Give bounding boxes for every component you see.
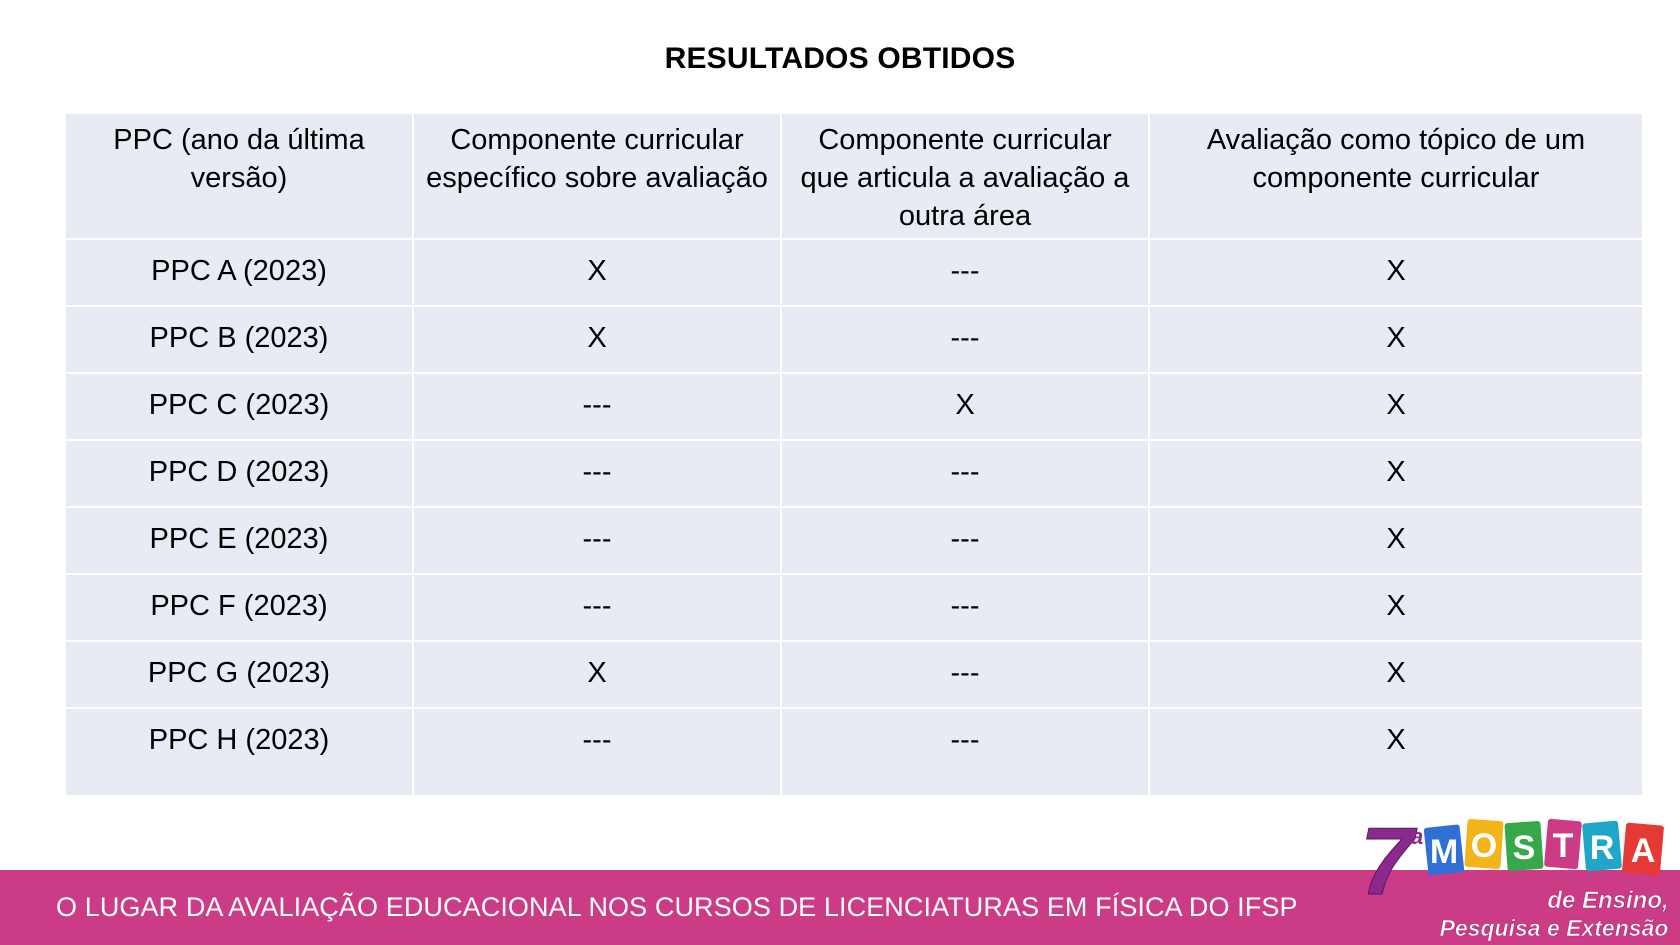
articulated-cell: X: [780, 372, 1150, 441]
specific-cell: X: [412, 238, 782, 307]
topic-cell: X: [1148, 640, 1644, 709]
logo-box-t: [1544, 818, 1582, 870]
ppc-cell: PPC B (2023): [64, 305, 414, 374]
logo-line2: Pesquisa e Extensão: [1440, 915, 1669, 941]
logo-letters: M O S T R A: [1430, 827, 1655, 871]
logo-box-m: [1423, 824, 1465, 876]
specific-cell: ---: [412, 573, 782, 642]
topic-cell: X: [1148, 238, 1644, 307]
topic-cell: X: [1148, 439, 1644, 508]
specific-cell: ---: [412, 707, 782, 797]
logo-box-a: [1622, 822, 1664, 876]
table-row: PPC C (2023) --- X X: [64, 372, 1644, 441]
slide-title: RESULTADOS OBTIDOS: [664, 42, 1016, 75]
articulated-cell: ---: [780, 573, 1150, 642]
logo-box-s: [1504, 821, 1544, 871]
table-row: PPC F (2023) --- --- X: [64, 573, 1644, 642]
ppc-cell: PPC H (2023): [64, 707, 414, 797]
logo-superscript: a: [1411, 824, 1423, 849]
logo-letter: R: [1590, 829, 1615, 867]
ppc-cell: PPC D (2023): [64, 439, 414, 508]
logo-box-o: [1464, 819, 1504, 869]
logo-letter: T: [1553, 827, 1574, 865]
specific-cell: ---: [412, 439, 782, 508]
ppc-cell: PPC F (2023): [64, 573, 414, 642]
footer-bar: O LUGAR DA AVALIAÇÃO EDUCACIONAL NOS CUR…: [0, 870, 1680, 945]
ppc-cell: PPC C (2023): [64, 372, 414, 441]
logo-box-r: [1582, 820, 1622, 872]
ppc-cell: PPC E (2023): [64, 506, 414, 575]
topic-cell: X: [1148, 573, 1644, 642]
table-row: PPC H (2023) --- --- X: [64, 707, 1644, 797]
logo-letter: O: [1471, 827, 1497, 865]
ppc-cell: PPC A (2023): [64, 238, 414, 307]
topic-cell: X: [1148, 707, 1644, 797]
header-articulated-component: Componente curricular que articula a ava…: [780, 112, 1150, 240]
articulated-cell: ---: [780, 707, 1150, 797]
table-row: PPC A (2023) X --- X: [64, 238, 1644, 307]
specific-cell: X: [412, 640, 782, 709]
logo-letter: M: [1430, 833, 1458, 871]
articulated-cell: ---: [780, 238, 1150, 307]
specific-cell: ---: [412, 372, 782, 441]
header-specific-component: Componente curricular específico sobre a…: [412, 112, 782, 240]
header-ppc: PPC (ano da última versão): [64, 112, 414, 240]
articulated-cell: ---: [780, 506, 1150, 575]
specific-cell: X: [412, 305, 782, 374]
results-table: PPC (ano da última versão) Componente cu…: [64, 112, 1644, 797]
logo-letter: S: [1513, 829, 1536, 867]
topic-cell: X: [1148, 372, 1644, 441]
header-topic-component: Avaliação como tópico de um componente c…: [1148, 112, 1644, 240]
table-row: PPC G (2023) X --- X: [64, 640, 1644, 709]
ppc-cell: PPC G (2023): [64, 640, 414, 709]
specific-cell: ---: [412, 506, 782, 575]
articulated-cell: ---: [780, 439, 1150, 508]
table-row: PPC E (2023) --- --- X: [64, 506, 1644, 575]
logo-number: 7: [1360, 808, 1418, 915]
logo-line1: de Ensino,: [1547, 887, 1668, 914]
table-row: PPC D (2023) --- --- X: [64, 439, 1644, 508]
topic-cell: X: [1148, 506, 1644, 575]
logo-letter: A: [1631, 832, 1656, 870]
articulated-cell: ---: [780, 640, 1150, 709]
logo-letter-boxes: [1423, 818, 1664, 876]
mostra-logo: 7 a M O S T R A de Ensino, Pesquisa e Ex…: [1360, 808, 1669, 942]
table-header-row: PPC (ano da última versão) Componente cu…: [64, 112, 1644, 240]
articulated-cell: ---: [780, 305, 1150, 374]
table-row: PPC B (2023) X --- X: [64, 305, 1644, 374]
footer-title: O LUGAR DA AVALIAÇÃO EDUCACIONAL NOS CUR…: [56, 892, 1298, 922]
topic-cell: X: [1148, 305, 1644, 374]
